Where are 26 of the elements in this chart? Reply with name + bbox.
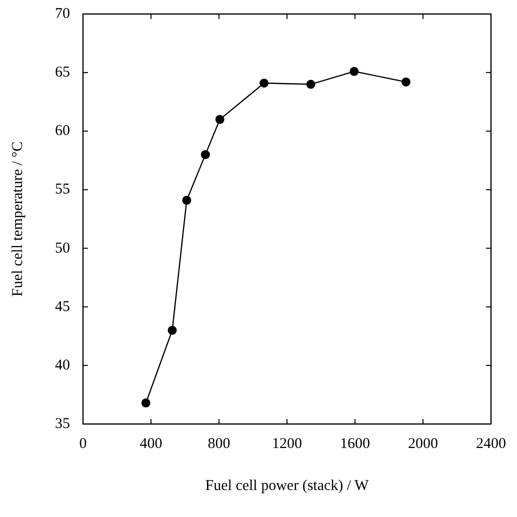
point [168, 326, 177, 335]
y-tick-label: 65 [55, 64, 70, 81]
y-tick-label: 50 [55, 240, 70, 256]
point [200, 150, 210, 160]
point [215, 114, 224, 124]
y-tick-label: 55 [55, 182, 70, 198]
x-tick-label: 1600 [340, 436, 370, 452]
y-axis-title: Fuel cell temperature / °C [10, 141, 26, 297]
x-tick-label: 2400 [476, 436, 506, 452]
point [350, 66, 359, 76]
y-tick-label: 45 [55, 298, 70, 315]
y-tick-label: 35 [55, 416, 70, 432]
point [402, 77, 410, 86]
y-tick-label: 60 [55, 123, 70, 140]
point [306, 80, 316, 89]
x-tick-label: 1200 [272, 436, 302, 452]
y-tick-label: 70 [55, 6, 70, 22]
x-tick-label: 400 [140, 436, 162, 452]
x-tick-label: 0 [79, 436, 87, 452]
x-axis-title: Fuel cell power (stack) / W [205, 478, 370, 494]
point [260, 78, 269, 88]
y-tick-label: 40 [55, 357, 70, 374]
point [182, 196, 192, 205]
x-tick-label: 2000 [408, 436, 438, 452]
point [141, 398, 150, 408]
x-tick-label: 800 [208, 436, 230, 452]
